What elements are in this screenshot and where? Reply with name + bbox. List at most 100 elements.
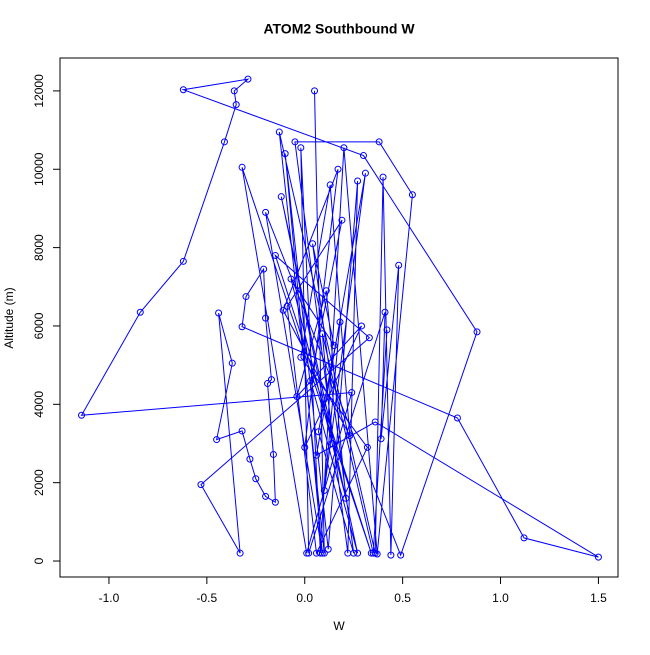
data-point bbox=[238, 163, 246, 171]
data-point bbox=[228, 359, 236, 367]
data-point bbox=[197, 481, 205, 489]
data-point bbox=[307, 377, 315, 385]
data-point bbox=[297, 144, 305, 152]
data-point bbox=[314, 428, 322, 436]
data-point bbox=[78, 411, 86, 419]
x-tick-label: 0.5 bbox=[394, 591, 411, 605]
data-point bbox=[230, 87, 238, 95]
data-point bbox=[242, 293, 250, 301]
x-tick-label: 1.5 bbox=[590, 591, 607, 605]
data-point bbox=[260, 265, 268, 273]
data-point bbox=[238, 323, 246, 331]
data-point bbox=[312, 451, 320, 459]
data-point bbox=[232, 101, 240, 109]
data-point bbox=[453, 414, 461, 422]
data-point bbox=[311, 87, 319, 95]
data-point bbox=[377, 435, 385, 443]
data-point bbox=[387, 551, 395, 559]
data-point bbox=[338, 216, 346, 224]
data-point bbox=[340, 144, 348, 152]
data-point bbox=[350, 549, 358, 557]
data-point bbox=[408, 191, 416, 199]
data-point bbox=[371, 418, 379, 426]
data-point bbox=[348, 389, 356, 397]
y-tick-label: 12000 bbox=[32, 74, 46, 108]
y-tick-label: 6000 bbox=[32, 312, 46, 339]
data-point bbox=[287, 275, 295, 283]
data-point bbox=[269, 450, 277, 458]
data-point bbox=[594, 553, 602, 561]
x-axis-label: W bbox=[333, 619, 345, 633]
data-point bbox=[354, 549, 362, 557]
data-point bbox=[375, 138, 383, 146]
data-point bbox=[326, 181, 334, 189]
y-tick-label: 8000 bbox=[32, 234, 46, 261]
data-point bbox=[291, 138, 299, 146]
y-tick-label: 10000 bbox=[32, 152, 46, 186]
data-point bbox=[367, 549, 375, 557]
y-tick-label: 2000 bbox=[32, 469, 46, 496]
y-tick-label: 0 bbox=[32, 557, 46, 564]
data-point bbox=[279, 306, 287, 314]
data-point bbox=[305, 549, 313, 557]
chart-title: ATOM2 Southbound W bbox=[263, 21, 415, 37]
data-point bbox=[365, 334, 373, 342]
data-point bbox=[354, 177, 362, 185]
series-line bbox=[80, 78, 599, 558]
data-point bbox=[271, 251, 279, 259]
data-point bbox=[334, 165, 342, 173]
data-point bbox=[320, 549, 328, 557]
x-tick-label: 0.0 bbox=[296, 591, 313, 605]
data-point bbox=[262, 208, 270, 216]
x-tick-label: 1.0 bbox=[492, 591, 509, 605]
data-point bbox=[316, 549, 324, 557]
data-point bbox=[328, 439, 336, 447]
data-point bbox=[359, 152, 367, 160]
data-point bbox=[220, 138, 228, 146]
data-point bbox=[358, 322, 366, 330]
data-point bbox=[346, 432, 354, 440]
data-point bbox=[309, 240, 317, 248]
data-point bbox=[320, 487, 328, 494]
data-point bbox=[361, 169, 369, 177]
data-point bbox=[179, 257, 187, 265]
data-point bbox=[322, 287, 330, 295]
data-point bbox=[213, 436, 221, 444]
data-point bbox=[383, 326, 391, 334]
data-point bbox=[244, 75, 252, 83]
data-point bbox=[252, 475, 260, 483]
data-point bbox=[318, 330, 326, 338]
data-point bbox=[275, 128, 283, 136]
data-point bbox=[215, 309, 223, 317]
data-point bbox=[303, 549, 311, 557]
data-point bbox=[264, 380, 272, 388]
data-point bbox=[397, 551, 405, 559]
data-point bbox=[136, 308, 144, 316]
data-point bbox=[283, 302, 291, 310]
y-axis-label: Altitude (m) bbox=[2, 287, 16, 348]
data-point bbox=[395, 261, 403, 269]
data-point bbox=[267, 376, 275, 384]
data-point bbox=[236, 549, 244, 557]
data-point bbox=[179, 86, 187, 94]
data-point bbox=[363, 443, 371, 451]
x-tick-label: -1.0 bbox=[99, 591, 120, 605]
x-tick-label: -0.5 bbox=[196, 591, 217, 605]
data-point bbox=[293, 392, 301, 400]
data-point bbox=[271, 498, 279, 506]
data-point bbox=[301, 443, 309, 451]
data-point bbox=[342, 494, 350, 502]
data-point bbox=[381, 308, 389, 316]
data-point bbox=[520, 534, 528, 542]
data-point bbox=[281, 150, 289, 158]
data-point bbox=[379, 173, 387, 181]
data-point bbox=[277, 193, 285, 201]
y-tick-label: 4000 bbox=[32, 391, 46, 418]
data-point bbox=[336, 318, 344, 326]
data-point bbox=[262, 492, 270, 500]
data-point bbox=[330, 342, 338, 350]
data-point bbox=[473, 328, 481, 336]
data-point bbox=[312, 549, 320, 557]
